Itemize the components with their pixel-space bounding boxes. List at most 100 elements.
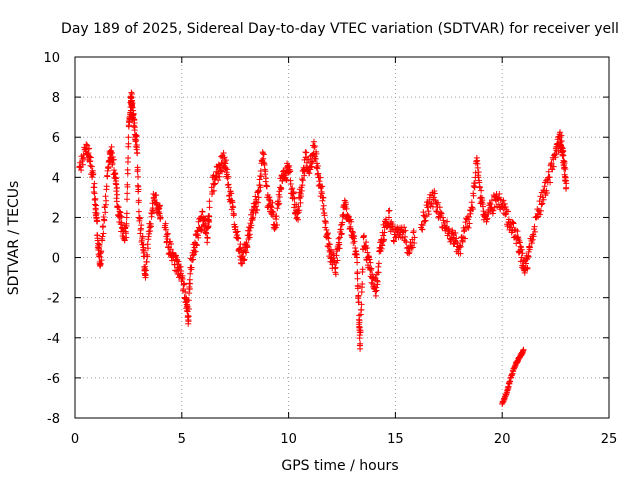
data-point-dense bbox=[475, 169, 482, 176]
data-point bbox=[101, 204, 108, 211]
data-point-dense bbox=[380, 232, 387, 239]
data-point-dense bbox=[143, 267, 150, 274]
data-point-dense bbox=[466, 220, 473, 227]
data-point-dense bbox=[402, 227, 409, 234]
data-point bbox=[357, 340, 364, 347]
y-tick-label: -2 bbox=[47, 292, 60, 307]
data-point-dense bbox=[123, 210, 130, 217]
data-point-dense bbox=[147, 223, 154, 230]
data-point-dense bbox=[175, 258, 182, 265]
data-point-dense bbox=[103, 197, 110, 204]
data-point-dense bbox=[355, 283, 362, 290]
data-point-dense bbox=[299, 176, 306, 183]
data-point-dense bbox=[545, 168, 552, 175]
data-point-dense bbox=[543, 190, 550, 197]
data-point-dense bbox=[540, 187, 547, 194]
data-point-dense bbox=[283, 176, 290, 183]
plot-frame bbox=[74, 56, 610, 419]
data-point-dense bbox=[504, 208, 511, 215]
data-point-dense bbox=[334, 257, 341, 264]
data-point-dense bbox=[290, 190, 297, 197]
data-point-dense bbox=[366, 256, 373, 263]
data-point-dense bbox=[349, 229, 356, 236]
data-point-dense bbox=[212, 180, 219, 187]
x-tick-label: 15 bbox=[387, 432, 404, 447]
data-point-dense bbox=[309, 158, 316, 165]
data-point-dense bbox=[306, 170, 313, 177]
data-point-dense bbox=[302, 149, 309, 156]
y-tick-label: -8 bbox=[47, 412, 60, 427]
data-point-dense bbox=[314, 163, 321, 170]
data-point-dense bbox=[278, 185, 285, 192]
y-tick-label: -6 bbox=[47, 372, 60, 387]
data-point-dense bbox=[363, 239, 370, 246]
data-point bbox=[125, 134, 132, 141]
y-tick-label: -4 bbox=[47, 332, 60, 347]
data-point-dense bbox=[276, 193, 283, 200]
data-point-dense bbox=[266, 194, 273, 201]
data-point-dense bbox=[364, 249, 371, 256]
data-point-dense bbox=[185, 297, 192, 304]
data-point-dense bbox=[518, 246, 525, 253]
data-point-dense bbox=[476, 184, 483, 191]
data-point-dense bbox=[235, 235, 242, 242]
data-point-dense bbox=[164, 230, 171, 237]
data-point-dense bbox=[162, 220, 169, 227]
data-point-dense bbox=[560, 152, 567, 159]
chart-title: Day 189 of 2025, Sidereal Day-to-day VTE… bbox=[61, 21, 619, 37]
data-point-dense bbox=[211, 181, 218, 188]
data-point-dense bbox=[206, 198, 213, 205]
y-tick-label: 6 bbox=[52, 131, 60, 146]
data-point-dense bbox=[270, 209, 277, 216]
data-point-dense bbox=[469, 206, 476, 213]
data-point-dense bbox=[252, 193, 259, 200]
data-point bbox=[225, 184, 232, 191]
data-point-dense bbox=[312, 155, 319, 162]
data-point-dense bbox=[285, 169, 292, 176]
data-point-dense bbox=[256, 188, 263, 195]
data-point-dense bbox=[338, 230, 345, 237]
data-points bbox=[76, 89, 570, 407]
data-point bbox=[234, 234, 241, 241]
data-point-dense bbox=[470, 192, 477, 199]
data-point-dense bbox=[109, 160, 116, 167]
data-point-dense bbox=[94, 218, 101, 225]
data-point-dense bbox=[406, 249, 413, 256]
data-point-dense bbox=[255, 199, 262, 206]
data-point-dense bbox=[558, 132, 565, 139]
data-point-dense bbox=[466, 213, 473, 220]
data-point-dense bbox=[401, 224, 408, 231]
data-point-dense bbox=[134, 150, 141, 157]
data-point-dense bbox=[389, 221, 396, 228]
data-point-dense bbox=[357, 329, 364, 336]
data-point-dense bbox=[263, 175, 270, 182]
data-point-dense bbox=[524, 264, 531, 271]
data-point-dense bbox=[339, 219, 346, 226]
data-point-dense bbox=[490, 207, 497, 214]
data-point-dense bbox=[124, 190, 131, 197]
data-point-dense bbox=[236, 245, 243, 252]
data-point-dense bbox=[136, 214, 143, 221]
x-tick-label: 20 bbox=[494, 432, 511, 447]
data-point-dense bbox=[357, 345, 364, 352]
data-point-dense bbox=[115, 204, 122, 211]
data-point-dense bbox=[549, 166, 556, 173]
data-point-dense bbox=[480, 208, 487, 215]
data-point-dense bbox=[110, 156, 117, 163]
data-point-dense bbox=[453, 235, 460, 242]
data-point-dense bbox=[139, 233, 146, 240]
data-point-dense bbox=[191, 249, 198, 256]
data-point-dense bbox=[335, 241, 342, 248]
data-point-dense bbox=[348, 218, 355, 225]
data-point-dense bbox=[457, 250, 464, 257]
data-point-dense bbox=[256, 176, 263, 183]
data-point-dense bbox=[93, 210, 100, 217]
data-point-dense bbox=[91, 180, 98, 187]
data-point-dense bbox=[239, 253, 246, 260]
data-point-dense bbox=[267, 203, 274, 210]
data-point-dense bbox=[438, 210, 445, 217]
data-point-dense bbox=[210, 187, 217, 194]
data-point-dense bbox=[146, 230, 153, 237]
data-point-dense bbox=[359, 266, 366, 273]
data-point-dense bbox=[311, 142, 318, 149]
